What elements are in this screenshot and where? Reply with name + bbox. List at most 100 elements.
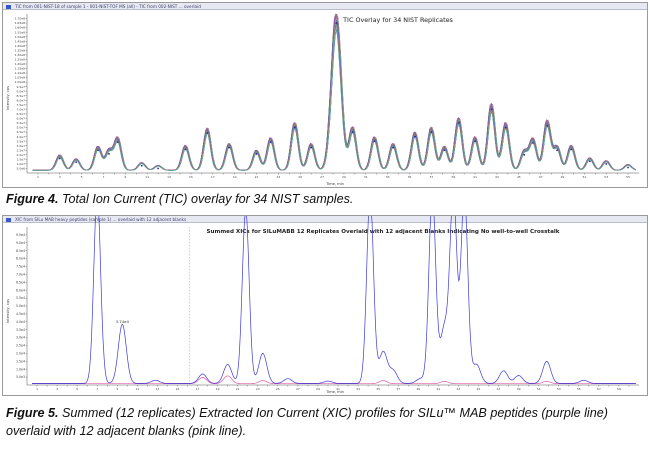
tic-peak-marker — [255, 153, 258, 155]
x-tick-label: 55 — [577, 387, 581, 391]
tic-peak-marker — [392, 146, 395, 149]
x-tick-label: 17 — [211, 175, 215, 179]
tic-peak-marker — [206, 132, 209, 134]
x-tick-label: 29 — [316, 387, 320, 391]
tic-peak-marker — [523, 153, 526, 156]
y-tick-label: 3.5e4 — [16, 328, 25, 332]
x-tick-label: 53 — [604, 175, 608, 179]
x-tick-label: 15 — [189, 175, 193, 179]
figure-5-caption: Figure 5. Summed (12 replicates) Extract… — [6, 404, 646, 440]
tic-series-line — [32, 14, 636, 171]
tic-peak-marker — [335, 22, 338, 24]
x-tick-label: 47 — [539, 175, 543, 179]
y-tick-label: 4.5e7 — [16, 130, 25, 134]
x-tick-label: 25 — [276, 387, 280, 391]
tic-peak-marker — [570, 148, 573, 151]
x-tick-label: 11 — [145, 175, 149, 179]
y-tick-label: 2.0e4 — [16, 352, 25, 356]
x-tick-label: 19 — [233, 175, 237, 179]
tic-peak-marker — [430, 131, 433, 134]
y-tick-label: 9.0e7 — [16, 89, 25, 93]
x-tick-label: 49 — [561, 175, 565, 179]
x-tick-label: 13 — [167, 175, 171, 179]
chart-title: Summed XICs for SILuMABB 12 Replicates O… — [207, 229, 560, 235]
tic-series-line — [32, 14, 636, 171]
y-tick-label: 1.5e7 — [16, 157, 25, 161]
y-tick-label: 1.0e4 — [16, 367, 25, 371]
y-tick-label: 7.0e7 — [16, 108, 25, 112]
x-tick-label: 51 — [582, 175, 586, 179]
x-tick-label: 17 — [196, 387, 200, 391]
x-tick-label: 33 — [386, 175, 390, 179]
tic-peak-marker — [443, 149, 446, 152]
chart-title: TIC Overlay for 34 NIST Replicates — [342, 16, 453, 24]
y-tick-label: 1.0e7 — [16, 162, 25, 166]
y-axis-label: Intensity, cps — [6, 86, 10, 110]
y-tick-label: 8.5e7 — [16, 94, 25, 98]
y-tick-label: 9.5e4 — [16, 233, 25, 237]
x-tick-label: 55 — [626, 175, 630, 179]
x-tick-label: 13 — [156, 387, 160, 391]
tic-peak-marker — [373, 140, 376, 143]
x-tick-label: 51 — [537, 387, 541, 391]
figure-4-label: Figure 4. — [6, 192, 59, 206]
y-tick-label: 7.5e7 — [16, 103, 25, 107]
tic-series-line — [32, 29, 636, 171]
y-tick-label: 5.0e7 — [16, 126, 25, 130]
xic-overlay-chart-panel: XIC from SILu MAB heavy peptides (sample… — [2, 215, 648, 396]
y-tick-label: 5.0e3 — [16, 375, 25, 379]
y-tick-label: 4.0e4 — [16, 320, 25, 324]
tic-peak-marker — [116, 141, 119, 144]
y-tick-label: 5.5e4 — [16, 296, 25, 300]
y-tick-label: 3.5e7 — [16, 139, 25, 143]
y-tick-label: 1.30e8 — [15, 53, 26, 57]
tic-peak-marker — [140, 164, 143, 167]
y-tick-label: 5.0e4 — [16, 304, 25, 308]
tic-peak-marker — [414, 135, 416, 138]
y-tick-label: 6.0e4 — [16, 288, 25, 292]
y-tick-label: 6.0e7 — [16, 117, 25, 121]
x-tick-label: 21 — [255, 175, 259, 179]
tic-overlay-chart-panel: TIC from 001-NIST-18 of sample 1 - 001-N… — [2, 2, 648, 188]
x-tick-label: 3 — [56, 387, 58, 391]
x-tick-label: 33 — [356, 387, 360, 391]
tic-peak-marker — [184, 148, 187, 151]
x-tick-label: 5 — [76, 387, 78, 391]
x-tick-label: 43 — [495, 175, 499, 179]
y-tick-label: 1.15e8 — [15, 67, 26, 71]
x-axis-label: Time, min — [325, 390, 344, 394]
y-tick-label: 3.0e4 — [16, 336, 25, 340]
x-tick-label: 45 — [477, 387, 481, 391]
x-tick-label: 39 — [451, 175, 455, 179]
x-tick-label: 53 — [557, 387, 561, 391]
x-tick-label: 49 — [517, 387, 521, 391]
window-icon — [6, 217, 11, 222]
tic-peak-marker — [532, 142, 534, 144]
x-axis-label: Time, min — [325, 182, 344, 186]
y-axis-label: Intensity, cps — [6, 299, 10, 323]
tic-peak-marker — [58, 157, 61, 160]
window-header-text: TIC from 001-NIST-18 of sample 1 - 001-N… — [15, 4, 201, 9]
tic-axes: 5.0e61.0e71.5e72.0e72.5e73.0e73.5e74.0e7… — [15, 14, 639, 179]
x-tick-label: 37 — [429, 175, 433, 179]
y-tick-label: 8.0e4 — [16, 257, 25, 261]
tic-peak-marker — [605, 163, 608, 165]
y-tick-label: 8.0e7 — [16, 98, 25, 102]
tic-peak-markers — [58, 22, 629, 170]
tic-peak-marker — [490, 108, 493, 111]
x-tick-label: 27 — [296, 387, 300, 391]
tic-peak-marker — [97, 149, 99, 152]
y-tick-label: 2.5e4 — [16, 344, 25, 348]
y-tick-label: 6.5e4 — [16, 280, 25, 284]
tic-peak-marker — [588, 160, 591, 163]
figure-4-caption: Figure 4. Total Ion Current (TIC) overla… — [6, 190, 353, 208]
y-tick-label: 3.0e7 — [16, 144, 25, 148]
x-tick-label: 29 — [342, 175, 346, 179]
window-header-text: XIC from SILu MAB heavy peptides (sample… — [15, 217, 187, 222]
y-tick-label: 9.0e4 — [16, 241, 25, 245]
tic-peak-marker — [269, 141, 272, 144]
x-tick-label: 43 — [456, 387, 460, 391]
tic-overlay-chart: TIC Overlay for 34 NIST Replicates Time,… — [6, 13, 639, 186]
y-tick-label: 7.5e4 — [16, 265, 25, 269]
x-tick-label: 19 — [216, 387, 220, 391]
